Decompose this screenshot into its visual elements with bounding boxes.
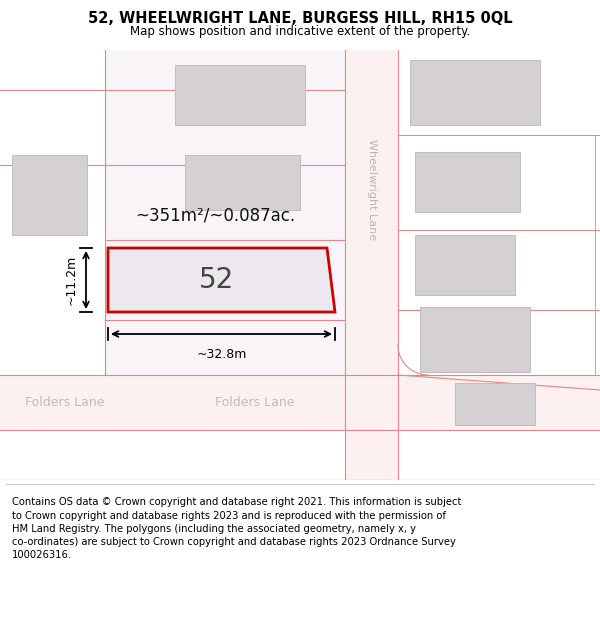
Text: 52: 52: [199, 266, 234, 294]
Text: ~32.8m: ~32.8m: [196, 348, 247, 361]
Bar: [345, 50, 398, 480]
Text: 52, WHEELWRIGHT LANE, BURGESS HILL, RH15 0QL: 52, WHEELWRIGHT LANE, BURGESS HILL, RH15…: [88, 11, 512, 26]
Bar: [415, 152, 520, 212]
Bar: [105, 50, 345, 375]
Bar: [185, 155, 300, 210]
Bar: [12, 155, 87, 235]
Bar: [420, 307, 530, 372]
Text: Folders Lane: Folders Lane: [25, 396, 105, 409]
Bar: [0, 375, 600, 430]
Text: Folders Lane: Folders Lane: [215, 396, 295, 409]
Text: ~351m²/~0.087ac.: ~351m²/~0.087ac.: [135, 206, 295, 224]
Bar: [415, 235, 515, 295]
Text: Map shows position and indicative extent of the property.: Map shows position and indicative extent…: [130, 24, 470, 38]
Bar: [455, 383, 535, 425]
Polygon shape: [108, 248, 335, 312]
Bar: [410, 60, 540, 125]
Text: Contains OS data © Crown copyright and database right 2021. This information is : Contains OS data © Crown copyright and d…: [12, 498, 461, 560]
Text: ~11.2m: ~11.2m: [65, 255, 78, 305]
Bar: [175, 65, 305, 125]
Text: Wheelwright Lane: Wheelwright Lane: [367, 139, 377, 241]
